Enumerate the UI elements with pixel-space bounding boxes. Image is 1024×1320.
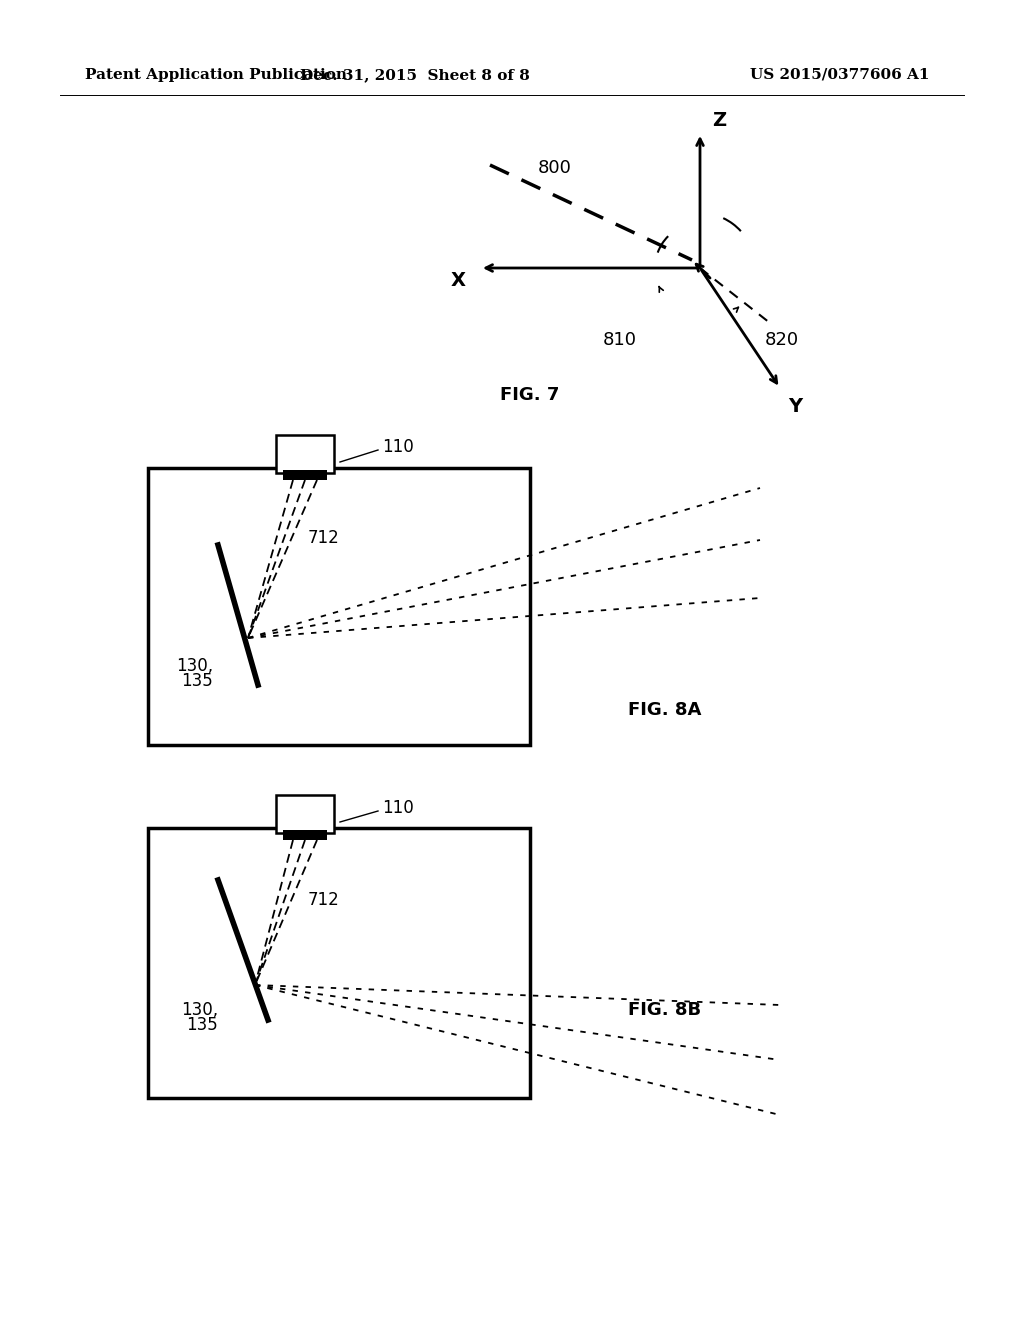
Text: 800: 800 bbox=[538, 158, 571, 177]
Bar bbox=[148, 469, 530, 744]
Text: 110: 110 bbox=[382, 438, 414, 455]
Text: X: X bbox=[451, 271, 466, 289]
Text: FIG. 8B: FIG. 8B bbox=[629, 1001, 701, 1019]
Text: Z: Z bbox=[712, 111, 726, 129]
Text: 135: 135 bbox=[181, 672, 213, 690]
Bar bbox=[276, 436, 334, 473]
Text: FIG. 8A: FIG. 8A bbox=[629, 701, 701, 719]
Text: 130,: 130, bbox=[176, 657, 213, 675]
Text: Dec. 31, 2015  Sheet 8 of 8: Dec. 31, 2015 Sheet 8 of 8 bbox=[300, 69, 530, 82]
Bar bbox=[148, 828, 530, 1098]
Text: Patent Application Publication: Patent Application Publication bbox=[85, 69, 347, 82]
Text: 110: 110 bbox=[382, 799, 414, 817]
Bar bbox=[276, 795, 334, 833]
Bar bbox=[283, 470, 327, 480]
Text: 820: 820 bbox=[765, 331, 799, 348]
Text: 130,: 130, bbox=[181, 1001, 218, 1019]
Text: US 2015/0377606 A1: US 2015/0377606 A1 bbox=[751, 69, 930, 82]
Text: Y: Y bbox=[787, 396, 802, 416]
Text: FIG. 7: FIG. 7 bbox=[501, 385, 560, 404]
Text: 810: 810 bbox=[603, 331, 637, 348]
Text: 712: 712 bbox=[308, 529, 340, 546]
Text: 712: 712 bbox=[308, 891, 340, 909]
Bar bbox=[283, 830, 327, 840]
Text: 135: 135 bbox=[186, 1016, 218, 1034]
